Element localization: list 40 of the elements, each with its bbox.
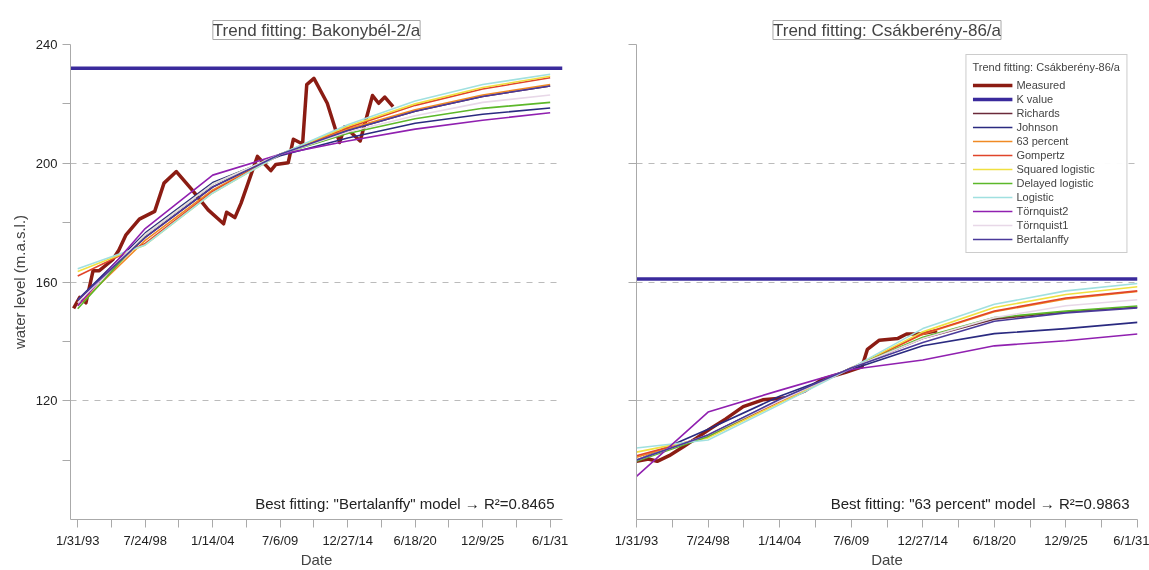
x-tick-label: 6/18/20 — [972, 532, 1017, 548]
x-tick-label: 12/27/14 — [897, 532, 949, 548]
y-tick-label: 240 — [35, 37, 58, 52]
legend-label: K value — [1016, 92, 1054, 106]
annotation: Best fitting: "Bertalanffy" model → R²=0.8465 — [255, 494, 555, 512]
legend-label: Logistic — [1016, 190, 1054, 204]
legend-label: Törnquist2 — [1016, 204, 1069, 218]
legend-label: Delayed logistic — [1016, 176, 1094, 190]
y-tick-label: 160 — [35, 274, 58, 290]
legend-label: Johnson — [1016, 120, 1059, 134]
x-tick-label: 7/6/09 — [262, 532, 299, 548]
legend-label: 63 percent — [1016, 134, 1069, 148]
legend-label: Gompertz — [1016, 148, 1065, 162]
chart-title: Trend fitting: Bakonybél-2/a — [212, 20, 421, 40]
x-tick-label: 6/1/31 — [1113, 532, 1149, 548]
x-tick-label: 7/24/98 — [123, 532, 167, 548]
x-tick-label: 1/14/04 — [191, 532, 235, 548]
x-tick-label: 1/31/93 — [614, 532, 659, 548]
x-tick-label: 12/9/25 — [460, 532, 505, 548]
legend-label: Törnquist1 — [1016, 218, 1069, 232]
x-tick-label: 7/24/98 — [686, 532, 730, 548]
legend-label: Measured — [1016, 78, 1066, 92]
legend-label: Richards — [1016, 106, 1060, 120]
x-axis-title: Date — [871, 550, 903, 568]
annotation: Best fitting: "63 percent" model → R²=0.9863 — [830, 494, 1130, 512]
x-tick-label: 6/18/20 — [393, 532, 437, 548]
x-tick-label: 1/14/04 — [757, 532, 802, 548]
legend-title: Trend fitting: Csákberény-86/a — [972, 61, 1120, 73]
y-axis-title: water level (m.a.s.l.) — [10, 214, 28, 351]
legend-label: Squared logistic — [1016, 162, 1095, 176]
chart-title: Trend fitting: Csákberény-86/a — [772, 20, 1002, 40]
legend-label: Bertalanffy — [1016, 232, 1069, 246]
x-tick-label: 7/6/09 — [833, 532, 870, 548]
x-tick-label: 6/1/31 — [532, 532, 569, 548]
y-tick-label: 200 — [35, 155, 58, 171]
x-tick-label: 1/31/93 — [56, 532, 100, 548]
x-tick-label: 12/27/14 — [322, 532, 373, 548]
y-tick-label: 120 — [35, 393, 58, 409]
x-tick-label: 12/9/25 — [1044, 532, 1088, 548]
x-axis-title: Date — [300, 550, 333, 568]
